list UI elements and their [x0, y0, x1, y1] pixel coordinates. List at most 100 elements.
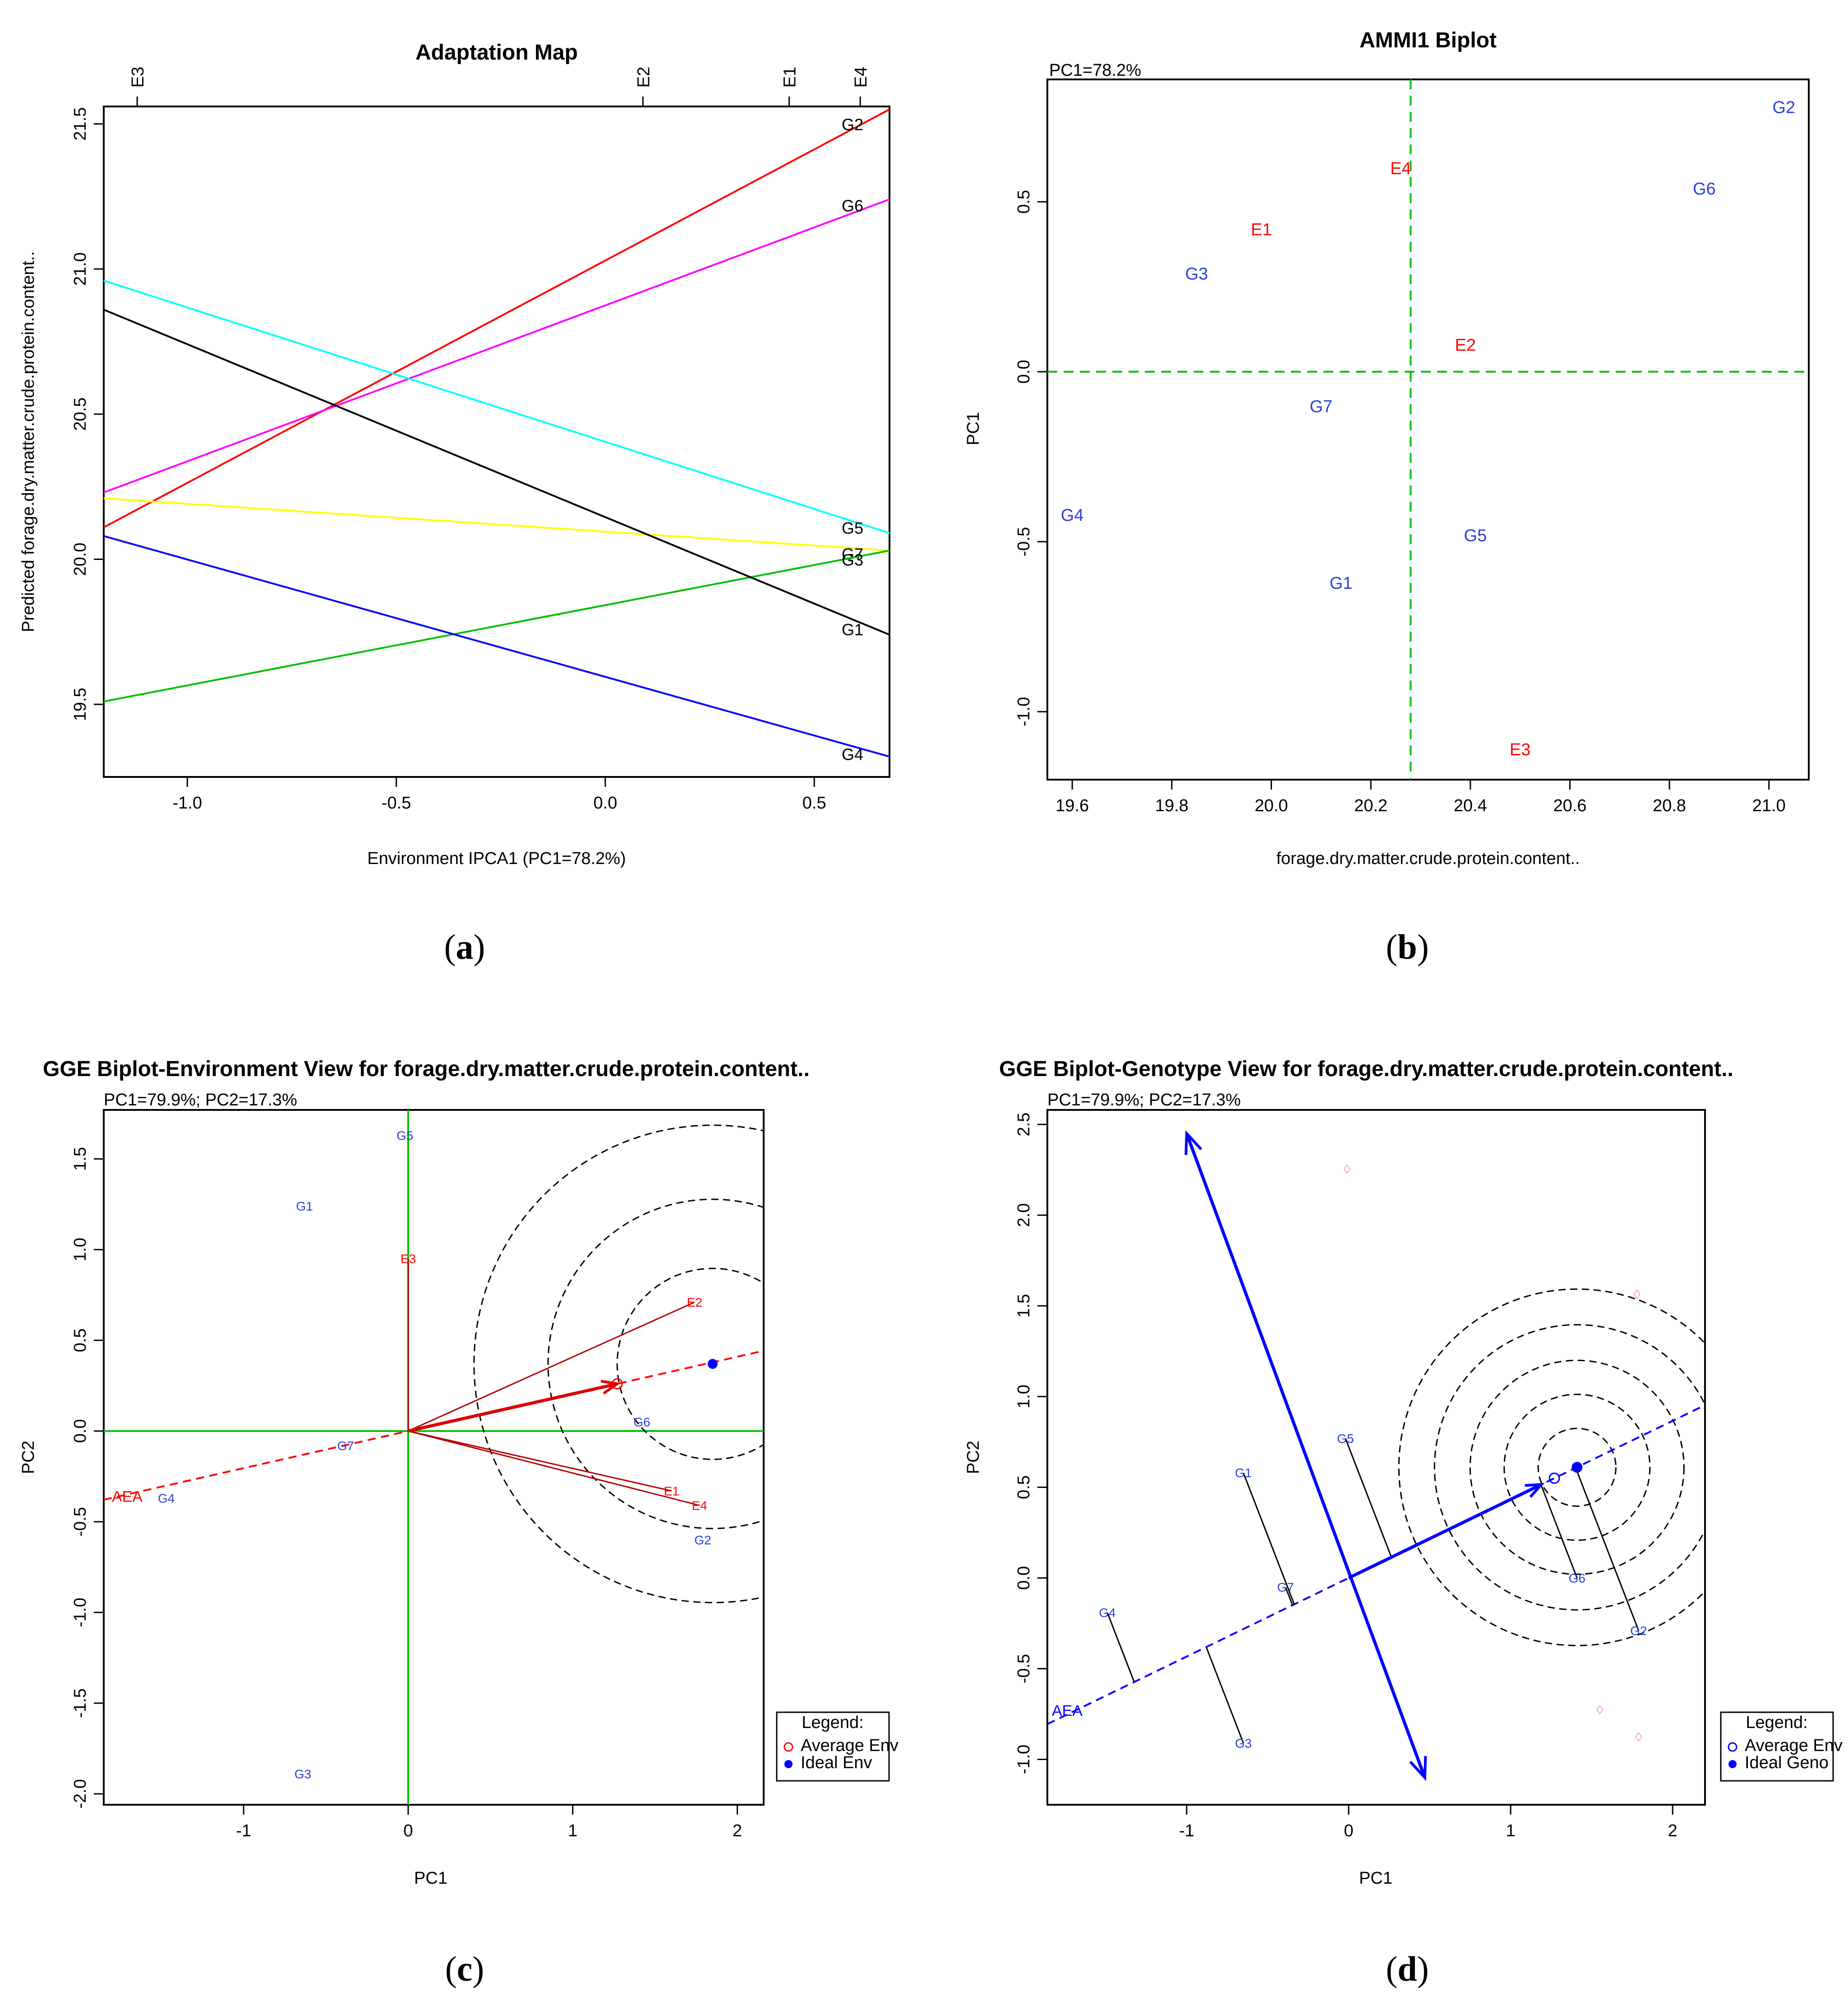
genotype-line-g5 [103, 280, 890, 534]
panel-c-clipped-area: E3 E2 E1 E4 G5 G1 G7 G4 G6 G2 G3 AEA [104, 1110, 764, 1805]
environment-point-label: E3 [1510, 740, 1530, 759]
genotype-label: G3 [295, 1767, 311, 1781]
x-tick-label: 0 [403, 1821, 413, 1840]
x-tick-label: -1 [1179, 1821, 1194, 1840]
concentric-circle [1398, 1288, 1705, 1646]
y-tick-label: 1.5 [1014, 1294, 1033, 1318]
panel-d-legend-average-env-marker [1728, 1742, 1737, 1752]
x-tick-label: 20.0 [1254, 796, 1288, 815]
mean-performance-arrow-head [1525, 1483, 1545, 1498]
panel-b-ylabel: PC1 [964, 412, 983, 445]
panel-d-ylabel: PC2 [964, 1441, 983, 1474]
genotype-label: G5 [1337, 1432, 1354, 1446]
environment-vector [408, 1301, 695, 1432]
panel-c-legend-box [776, 1711, 890, 1782]
panel-b-y-axis: -1.0 -0.5 0.0 0.5 [1014, 190, 1047, 726]
panel-c-xlabel: PC1 [414, 1869, 447, 1888]
x-tick-label: -0.5 [382, 794, 411, 813]
concentric-circle [1433, 1324, 1705, 1611]
panel-d-legend-ideal-marker [1728, 1760, 1737, 1768]
panel-c-x-axis: -1 0 1 2 [236, 1805, 742, 1840]
panel-a-ylabel: Predicted forage.dry.matter.crude.protei… [19, 251, 38, 632]
y-tick-label: 2.5 [1014, 1113, 1033, 1137]
genotype-label: G1 [296, 1199, 313, 1213]
y-tick-label: -0.5 [1014, 1654, 1033, 1683]
panel-d-subtitle: PC1=79.9%; PC2=17.3% [1047, 1091, 1241, 1109]
panel-c-y-axis: -2.0 -1.5 -1.0 -0.5 0.0 0.5 1.0 1.5 [71, 1147, 104, 1809]
x-tick-label: 21.0 [1752, 796, 1786, 815]
genotype-line-g1 [103, 309, 890, 636]
ideal-genotype-marker [1571, 1462, 1583, 1473]
panel-c-plot-frame [103, 1109, 765, 1806]
genotype-projection-line [1345, 1438, 1392, 1557]
genotype-projection-line [1575, 1467, 1640, 1631]
genotype-line-label: G1 [842, 620, 863, 639]
x-tick-label: -1.0 [173, 794, 202, 813]
genotype-line-label: G5 [842, 519, 863, 537]
y-tick-label: 1.0 [71, 1238, 90, 1262]
panel-a-plot-frame [103, 106, 890, 778]
x-tick-label: 0.0 [594, 794, 618, 813]
y-tick-label: 2.0 [1014, 1203, 1033, 1227]
x-tick-label: 0 [1344, 1821, 1353, 1840]
top-tick-label-environment: E1 [781, 67, 800, 88]
average-env-arrow-head [600, 1380, 621, 1395]
y-tick-label: 0.5 [1014, 1475, 1033, 1499]
genotype-label: G2 [1630, 1624, 1647, 1638]
mean-performance-arrow [1348, 1483, 1542, 1580]
environment-marker: ♢ [1633, 1730, 1644, 1744]
environment-point-label: E1 [1251, 220, 1272, 239]
x-tick-label: -1 [236, 1821, 251, 1840]
environment-label: E3 [401, 1252, 416, 1266]
top-tick-label-environment: E4 [852, 67, 871, 88]
genotype-label: G7 [1277, 1580, 1294, 1594]
environment-point-label: E2 [1455, 336, 1476, 355]
concentric-circle [616, 1267, 764, 1460]
x-tick-label: 20.6 [1553, 796, 1586, 815]
genotype-label: G3 [1235, 1736, 1252, 1750]
genotype-point-label: G1 [1330, 574, 1353, 593]
panel-d-y-axis: -1.0 -0.5 0.0 0.5 1.0 1.5 2.0 2.5 [1014, 1113, 1047, 1774]
concentric-circle [547, 1198, 764, 1530]
panel-d-legend-title: Legend: [1746, 1713, 1807, 1732]
genotype-projection-line [1243, 1472, 1295, 1605]
panel-d-legend-average-env: Average Env [1745, 1736, 1843, 1755]
y-tick-label: -0.5 [71, 1507, 90, 1536]
genotype-line-g6 [103, 198, 890, 494]
y-tick-label: 20.0 [71, 543, 90, 576]
average-env-marker [1548, 1472, 1560, 1484]
panel-c: GGE Biplot-Environment View for forage.d… [19, 1057, 899, 1988]
genotype-projection-line [1205, 1646, 1244, 1743]
environment-vector [408, 1430, 672, 1492]
panel-b-subtitle: PC1=78.2% [1049, 61, 1141, 80]
genotype-label: G4 [1099, 1606, 1115, 1620]
genotype-point-label: G7 [1309, 397, 1332, 416]
caption-b: (b) [1386, 927, 1429, 966]
x-tick-label: 1 [1506, 1821, 1515, 1840]
y-tick-label: -1.0 [71, 1598, 90, 1627]
environment-label: E1 [664, 1484, 679, 1498]
environment-label: E2 [687, 1295, 702, 1309]
genotype-label: G7 [337, 1439, 354, 1453]
panel-b-title: AMMI1 Biplot [1360, 28, 1497, 52]
panel-d-title: GGE Biplot-Genotype View for forage.dry.… [999, 1057, 1733, 1081]
genotype-label: G5 [396, 1128, 413, 1142]
x-tick-label: 1 [568, 1821, 577, 1840]
concentric-circle [1537, 1428, 1617, 1507]
panel-d-xlabel: PC1 [1359, 1869, 1392, 1888]
panel-d-biplot: ♢ ♢ ♢ ♢ G5 G1 G7 G4 G6 G2 G3 AEA [1047, 1130, 1705, 1781]
concentric-circle [1469, 1359, 1685, 1575]
x-tick-label: 20.8 [1653, 796, 1686, 815]
aea-label: AEA [112, 1488, 143, 1505]
y-tick-label: 0.5 [1014, 190, 1033, 214]
y-tick-label: 21.0 [71, 252, 90, 286]
genotype-point-label: G2 [1772, 98, 1795, 117]
panel-c-legend-ideal-marker [784, 1760, 793, 1768]
panel-d-legend-box [1720, 1711, 1834, 1782]
y-tick-label: 0.0 [1014, 1566, 1033, 1590]
genotype-point-label: G5 [1464, 527, 1487, 545]
panel-a: Adaptation Map Environment IPCA1 (PC1=78… [19, 41, 890, 966]
y-tick-label: 0.0 [1014, 360, 1033, 384]
panel-c-legend-title: Legend: [802, 1713, 863, 1732]
